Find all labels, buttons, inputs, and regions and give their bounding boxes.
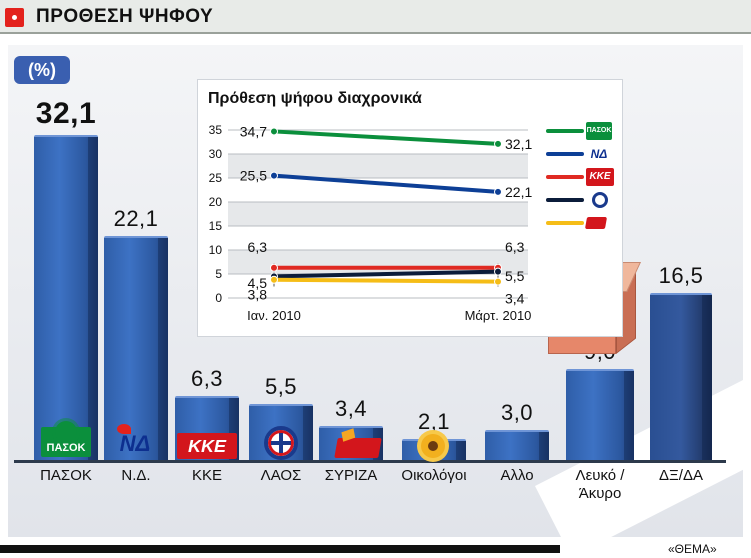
y-tick-label: 15	[209, 219, 223, 233]
data-label-3-0: 4,5	[248, 275, 268, 291]
bar-dk-na	[650, 292, 712, 461]
nd-logo-icon: ΝΔ	[109, 424, 161, 456]
category-label-other: Αλλο	[500, 467, 534, 484]
y-tick-label: 5	[215, 267, 222, 281]
legend-row-pasok: ΠΑΣΟΚ	[546, 120, 618, 143]
unit-badge: (%)	[14, 56, 70, 84]
value-label-laos: 5,5	[264, 374, 298, 400]
nd-logo-text: ΝΔ	[119, 431, 151, 456]
legend-row-nd: ΝΔ	[546, 143, 618, 166]
x-tick-label: Ιαν. 2010	[247, 308, 301, 323]
series-point-4-0	[270, 275, 278, 284]
y-tick-label: 0	[215, 291, 222, 305]
category-label-pasok: ΠΑΣΟΚ	[40, 467, 92, 484]
y-tick-label: 25	[209, 171, 223, 185]
series-line-0	[272, 129, 500, 146]
header-bullet-icon	[5, 8, 24, 27]
kke-logo-icon: ΚΚΕ	[586, 168, 614, 186]
series-line-1	[272, 173, 500, 194]
series-point-1-0	[270, 171, 278, 180]
value-label-ecologists: 2,1	[417, 408, 451, 434]
bottom-rule	[0, 545, 560, 553]
pasok-logo-text: ΠΑΣΟΚ	[46, 442, 86, 454]
source-credit: «ΘΕΜΑ»	[668, 542, 717, 556]
value-label-dk-na: 16,5	[658, 262, 704, 288]
grid-band	[228, 250, 528, 274]
data-label-3-1: 5,5	[505, 268, 525, 284]
bar-nd	[104, 236, 168, 460]
header-bar: ΠΡΟΘΕΣΗ ΨΗΦΟΥ	[0, 0, 751, 34]
bar-pasok	[34, 135, 98, 460]
series-point-4-1	[494, 277, 502, 286]
trend-inset: Πρόθεση ψήφου διαχρονικά 0 5 10 15 20 25 30 35 Ι…	[198, 80, 622, 336]
data-label-4-0: 3,8	[248, 287, 268, 303]
ecologists-sunflower-icon	[421, 434, 445, 458]
category-label-syriza: ΣΥΡΙΖΑ	[324, 467, 378, 484]
category-label-dk-na: ΔΞ/ΔΑ	[659, 467, 703, 484]
y-tick-label: 10	[209, 243, 223, 257]
legend-swatch-laos	[546, 198, 584, 202]
data-label-4-1: 3,4	[505, 291, 525, 307]
kke-logo-icon: ΚΚΕ	[177, 433, 237, 459]
trend-line-chart: 0 5 10 15 20 25 30 35 Ιαν. 2010 Μάρτ. 2010 34,7 32,…	[209, 123, 533, 323]
series-point-2-0	[270, 263, 278, 272]
trend-chart-title: Πρόθεση ψήφου διαχρονικά	[208, 90, 422, 107]
grid-band	[228, 202, 528, 226]
bar-chart-baseline	[14, 460, 726, 463]
series-line-3	[272, 269, 500, 279]
data-label-2-0: 6,3	[248, 239, 268, 255]
series-point-0-1	[494, 139, 502, 148]
pasok-logo-icon: ΠΑΣΟΚ	[586, 122, 612, 140]
data-label-0-1: 32,1	[505, 136, 532, 152]
series-point-1-1	[494, 187, 502, 196]
x-tick-label: Μάρτ. 2010	[465, 308, 532, 323]
syriza-logo-icon	[584, 217, 608, 229]
category-label-blank-invalid: Λευκό / Άκυρο	[575, 467, 625, 502]
category-label-kke: ΚΚΕ	[191, 467, 222, 484]
data-label-2-1: 6,3	[505, 239, 525, 255]
series-line-4	[272, 277, 500, 284]
laos-logo-icon	[592, 192, 608, 208]
legend-swatch-nd	[546, 152, 584, 156]
category-label-laos: ΛΑΟΣ	[260, 467, 302, 484]
series-point-3-1	[494, 267, 502, 276]
legend-swatch-pasok	[546, 129, 584, 133]
value-label-nd: 22,1	[113, 206, 159, 232]
legend-row-laos	[546, 189, 618, 212]
category-label-nd: Ν.Δ.	[121, 467, 151, 484]
series-point-0-0	[270, 127, 278, 136]
pasok-logo-icon: ΠΑΣΟΚ	[41, 421, 91, 457]
data-label-1-1: 22,1	[505, 184, 532, 200]
y-tick-label: 20	[209, 195, 223, 209]
value-label-syriza: 3,4	[334, 395, 368, 421]
y-tick-label: 30	[209, 147, 223, 161]
legend-row-kke: ΚΚΕ	[546, 166, 618, 189]
legend-row-syriza	[546, 212, 618, 235]
data-label-0-0: 34,7	[240, 123, 267, 139]
data-label-1-0: 25,5	[240, 168, 267, 184]
bar-blank-invalid	[566, 368, 634, 461]
nd-logo-icon: ΝΔ	[590, 147, 608, 161]
value-label-pasok: 32,1	[35, 97, 97, 130]
y-tick-label: 35	[209, 123, 223, 137]
page-title: ΠΡΟΘΕΣΗ ΨΗΦΟΥ	[36, 6, 214, 27]
value-label-other: 3,0	[500, 399, 534, 425]
bar-other	[485, 429, 549, 461]
syriza-logo-icon	[334, 438, 382, 458]
value-label-kke: 6,3	[190, 366, 224, 392]
trend-legend: ΠΑΣΟΚ ΝΔ ΚΚΕ	[546, 120, 618, 235]
torch-icon	[117, 424, 131, 434]
legend-swatch-kke	[546, 175, 584, 179]
laos-logo-icon	[264, 426, 298, 460]
legend-swatch-syriza	[546, 221, 584, 225]
category-label-ecologists: Οικολόγοι	[401, 467, 467, 484]
